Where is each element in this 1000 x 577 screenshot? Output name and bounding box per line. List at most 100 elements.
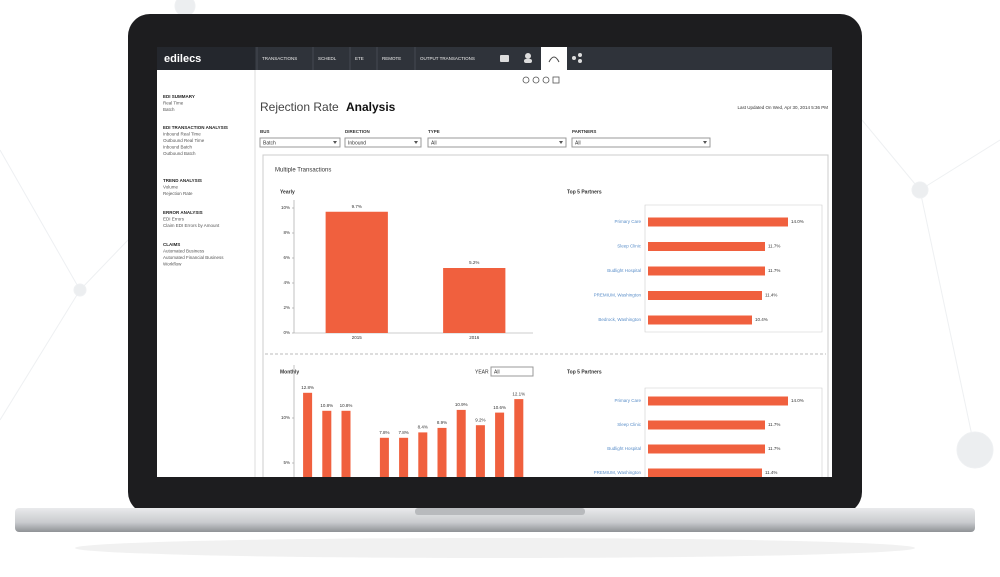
bar	[437, 427, 447, 477]
bar	[648, 291, 762, 300]
background-network	[0, 0, 1000, 469]
navbar	[157, 47, 832, 70]
sidebar-item: Volume	[163, 185, 179, 190]
value-label: 9.7%	[352, 204, 362, 209]
filter-select[interactable]	[344, 137, 422, 148]
value-label: 10.8%	[340, 403, 353, 408]
value-label: 7.8%	[398, 430, 408, 435]
filter-value: All	[431, 140, 437, 146]
category-label: PREMIUM, Washington	[594, 470, 642, 475]
dropdown-arrow	[559, 141, 563, 144]
page-title-bold: Analysis	[346, 100, 396, 114]
filter-label: TYPE	[428, 129, 440, 134]
y-tick-label: 6%	[283, 255, 290, 260]
bar	[341, 410, 351, 477]
x-tick-label: 2016	[469, 335, 480, 340]
value-label: 10.9%	[455, 402, 468, 407]
nav-tab: SCHEDL	[318, 56, 337, 61]
y-tick-label: 5%	[283, 460, 290, 465]
bar	[475, 425, 485, 477]
nav-tab: TRANSACTIONS	[262, 56, 297, 61]
laptop-base	[15, 508, 975, 532]
sidebar-item: EDI Errors	[163, 217, 185, 222]
filter-label: DIRECTION	[345, 129, 370, 134]
screen: edilecs Rejection Rate Analysis Last Upd…	[157, 47, 832, 477]
bar	[456, 409, 466, 477]
bar	[648, 217, 788, 227]
value-label: 11.4%	[765, 293, 777, 298]
filter-value: All	[575, 140, 581, 146]
filter-select[interactable]	[571, 137, 711, 148]
bar	[495, 412, 505, 477]
category-label: Sleep Clinic	[617, 422, 642, 427]
bar	[322, 410, 332, 477]
value-label: 11.7%	[768, 268, 780, 273]
dropdown-arrow	[333, 141, 337, 144]
bar	[648, 266, 765, 276]
y-tick-label: 4%	[283, 280, 290, 285]
filter-value: Batch	[263, 140, 276, 146]
sidebar-item: Inbound Batch	[163, 145, 193, 150]
active-tab[interactable]	[541, 47, 567, 70]
value-label: 12.1%	[512, 391, 525, 396]
chart-title: Yearly	[280, 189, 295, 195]
y-tick-label: 10%	[281, 415, 290, 420]
bar	[514, 399, 524, 477]
sidebar-item: Claim EDI Errors by Amount	[163, 223, 220, 228]
sidebar-group-title: EDI SUMMARY	[163, 94, 195, 99]
filter-select[interactable]	[427, 137, 567, 148]
sidebar-group-title: TREND ANALYSIS	[163, 178, 202, 183]
bar	[443, 268, 506, 333]
y-tick-label: 10%	[281, 205, 290, 210]
category-label: Primary Care	[614, 219, 641, 224]
bar	[418, 432, 428, 477]
chart-title: Top 5 Partners	[567, 189, 602, 195]
last-updated: Last Updated On Wed, Apr 30, 2014 5:36 P…	[738, 105, 829, 110]
bar	[379, 437, 389, 477]
value-label: 8.4%	[418, 425, 428, 430]
year-filter-value: All	[494, 369, 500, 375]
logo: edilecs	[164, 53, 201, 65]
value-label: 11.4%	[765, 470, 777, 475]
bar	[648, 315, 752, 325]
value-label: 9.2%	[475, 417, 485, 422]
value-label: 11.7%	[768, 422, 780, 427]
year-select[interactable]	[490, 366, 534, 377]
sidebar-item: Outbound Batch	[163, 151, 196, 156]
sidebar	[157, 70, 255, 477]
sidebar-group-title: ERROR ANALYSIS	[163, 210, 203, 215]
value-label: 11.7%	[768, 244, 780, 249]
chart-title: Top 5 Partners	[567, 369, 602, 375]
bar	[303, 392, 313, 477]
dropdown-arrow	[703, 141, 707, 144]
shadow	[75, 538, 915, 558]
filter-label: PARTNERS	[572, 129, 596, 134]
panel-title: Multiple Transactions	[275, 168, 331, 174]
bar	[648, 420, 765, 430]
bar	[325, 211, 388, 333]
dropdown-arrow	[414, 141, 418, 144]
sidebar-item: Real Time	[163, 101, 184, 106]
bar	[648, 396, 788, 406]
chart-title: Monthly	[280, 369, 299, 375]
y-tick-label: 8%	[283, 230, 290, 235]
bar	[399, 437, 409, 477]
value-label: 10.6%	[493, 405, 506, 410]
category-label: PREMIUM, Washington	[594, 293, 642, 298]
notch	[415, 508, 585, 515]
value-label: 10.8%	[320, 403, 333, 408]
value-label: 11.7%	[768, 446, 780, 451]
filter-select[interactable]	[259, 137, 341, 148]
nav-tab: OUTPUT TRANSACTIONS	[420, 56, 475, 61]
category-label: Sleep Clinic	[617, 244, 642, 249]
page-title-light: Rejection Rate	[260, 100, 339, 114]
bar	[648, 444, 765, 454]
chart-frame	[644, 204, 823, 333]
nav-icons	[500, 53, 582, 63]
category-label: Budlight Hospital	[607, 446, 641, 451]
sidebar-item: Outbound Real Time	[163, 138, 205, 143]
sidebar-group-title: EDI TRANSACTION ANALYSIS	[163, 125, 228, 130]
value-label: 14.0%	[791, 219, 804, 224]
